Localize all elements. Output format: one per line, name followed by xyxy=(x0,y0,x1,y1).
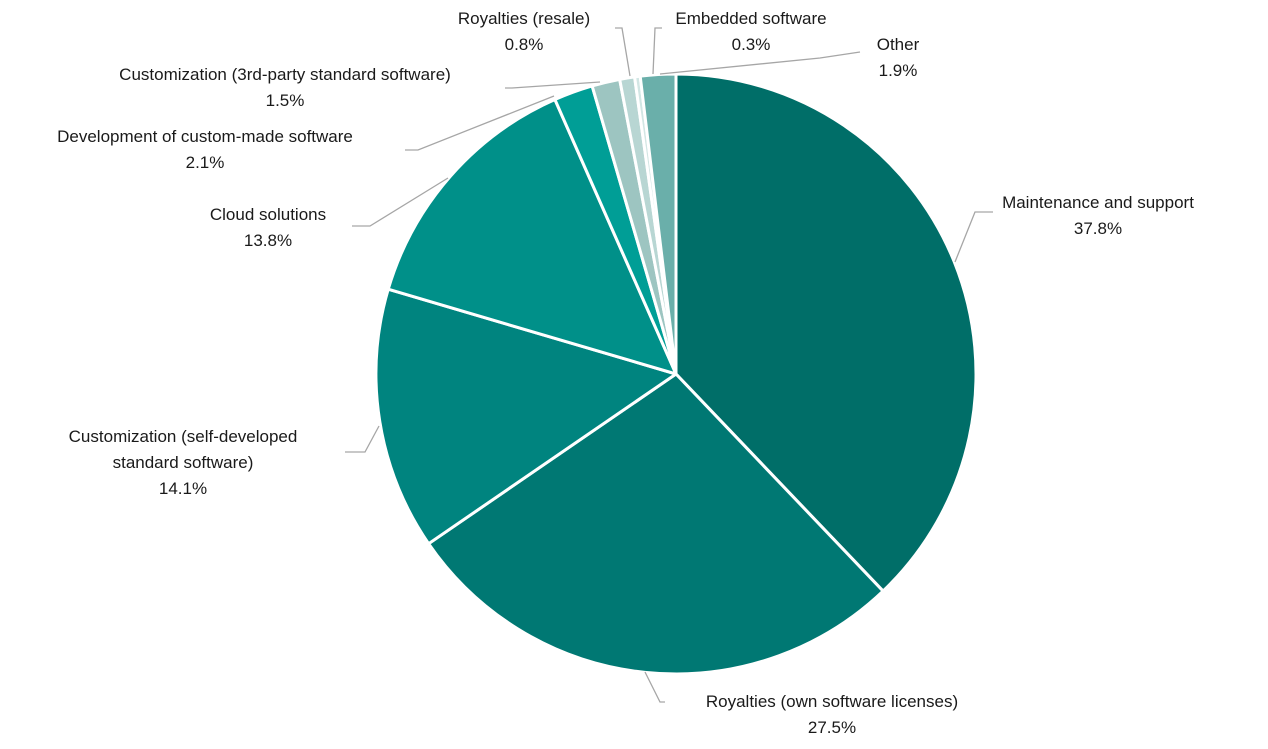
pie-slices xyxy=(374,72,978,676)
slice-label-royalties-resale: Royalties (resale) xyxy=(458,9,590,28)
leader-line-royalties-own-software-licenses xyxy=(644,671,665,703)
slice-label-cloud-solutions: Cloud solutions xyxy=(210,205,326,224)
slice-value-maintenance-and-support: 37.8% xyxy=(1074,219,1122,238)
slice-label-other: Other xyxy=(877,35,920,54)
leader-line-embedded-software xyxy=(652,27,662,75)
leader-line-royalties-resale xyxy=(615,27,631,77)
slice-label-maintenance-and-support: Maintenance and support xyxy=(1002,193,1194,212)
slice-label-customization-self-developed-standard-software-line-1: Customization (self-developed xyxy=(69,427,298,446)
slice-labels: Maintenance and support 37.8% Royalties (o… xyxy=(57,9,1194,737)
slice-value-other: 1.9% xyxy=(879,61,918,80)
leader-lines xyxy=(345,27,993,703)
leader-line-development-of-custom-made-software xyxy=(405,95,555,151)
slice-label-development-of-custom-made-software: Development of custom-made software xyxy=(57,127,353,146)
slice-value-royalties-resale: 0.8% xyxy=(505,35,544,54)
pie-slice-maintenance-and-support xyxy=(674,72,978,593)
leader-line-customization-self-developed-standard-software xyxy=(345,425,380,453)
slice-value-embedded-software: 0.3% xyxy=(732,35,771,54)
slice-value-customization-3rd-party-standard-software: 1.5% xyxy=(266,91,305,110)
leader-line-other xyxy=(659,51,861,75)
slice-label-customization-3rd-party-standard-software: Customization (3rd-party standard softwa… xyxy=(119,65,451,84)
slice-value-royalties-own-software-licenses: 27.5% xyxy=(808,718,856,737)
leader-line-maintenance-and-support xyxy=(954,211,993,263)
slice-label-customization-self-developed-standard-software-line-2: standard software) xyxy=(113,453,254,472)
leader-line-cloud-solutions xyxy=(352,177,449,227)
slice-value-customization-self-developed-standard-software: 14.1% xyxy=(159,479,207,498)
pie-slice-cloud-solutions xyxy=(386,98,678,376)
slice-label-embedded-software: Embedded software xyxy=(675,9,826,28)
slice-value-cloud-solutions: 13.8% xyxy=(244,231,292,250)
slice-label-royalties-own-software-licenses: Royalties (own software licenses) xyxy=(706,692,958,711)
pie-slice-other xyxy=(638,72,678,376)
leader-line-customization-3rd-party-standard-software xyxy=(505,81,601,89)
slice-value-development-of-custom-made-software: 2.1% xyxy=(186,153,225,172)
